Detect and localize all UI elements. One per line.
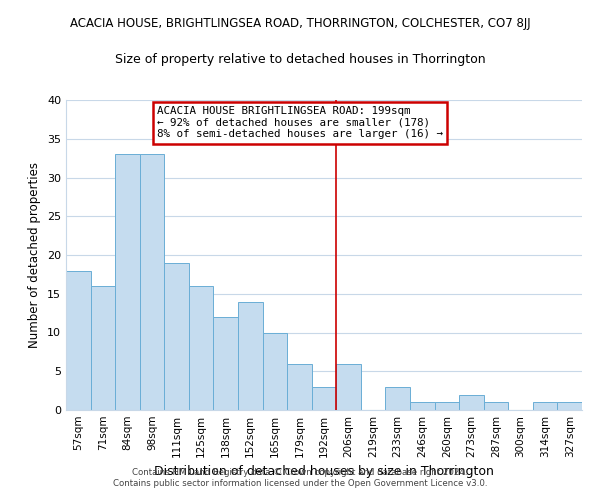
Bar xyxy=(263,332,287,410)
Text: ACACIA HOUSE, BRIGHTLINGSEA ROAD, THORRINGTON, COLCHESTER, CO7 8JJ: ACACIA HOUSE, BRIGHTLINGSEA ROAD, THORRI… xyxy=(70,18,530,30)
Bar xyxy=(410,402,434,410)
Bar xyxy=(434,402,459,410)
Bar xyxy=(557,402,582,410)
Bar xyxy=(287,364,312,410)
Bar xyxy=(385,387,410,410)
X-axis label: Distribution of detached houses by size in Thorrington: Distribution of detached houses by size … xyxy=(154,466,494,478)
Bar xyxy=(238,302,263,410)
Bar xyxy=(66,270,91,410)
Bar xyxy=(214,317,238,410)
Bar xyxy=(91,286,115,410)
Bar xyxy=(140,154,164,410)
Text: Contains HM Land Registry data © Crown copyright and database right 2024.
Contai: Contains HM Land Registry data © Crown c… xyxy=(113,468,487,487)
Bar xyxy=(459,394,484,410)
Bar xyxy=(115,154,140,410)
Bar xyxy=(189,286,214,410)
Text: Size of property relative to detached houses in Thorrington: Size of property relative to detached ho… xyxy=(115,52,485,66)
Bar xyxy=(336,364,361,410)
Bar xyxy=(164,263,189,410)
Bar xyxy=(533,402,557,410)
Y-axis label: Number of detached properties: Number of detached properties xyxy=(28,162,41,348)
Text: ACACIA HOUSE BRIGHTLINGSEA ROAD: 199sqm
← 92% of detached houses are smaller (17: ACACIA HOUSE BRIGHTLINGSEA ROAD: 199sqm … xyxy=(157,106,443,140)
Bar xyxy=(484,402,508,410)
Bar xyxy=(312,387,336,410)
